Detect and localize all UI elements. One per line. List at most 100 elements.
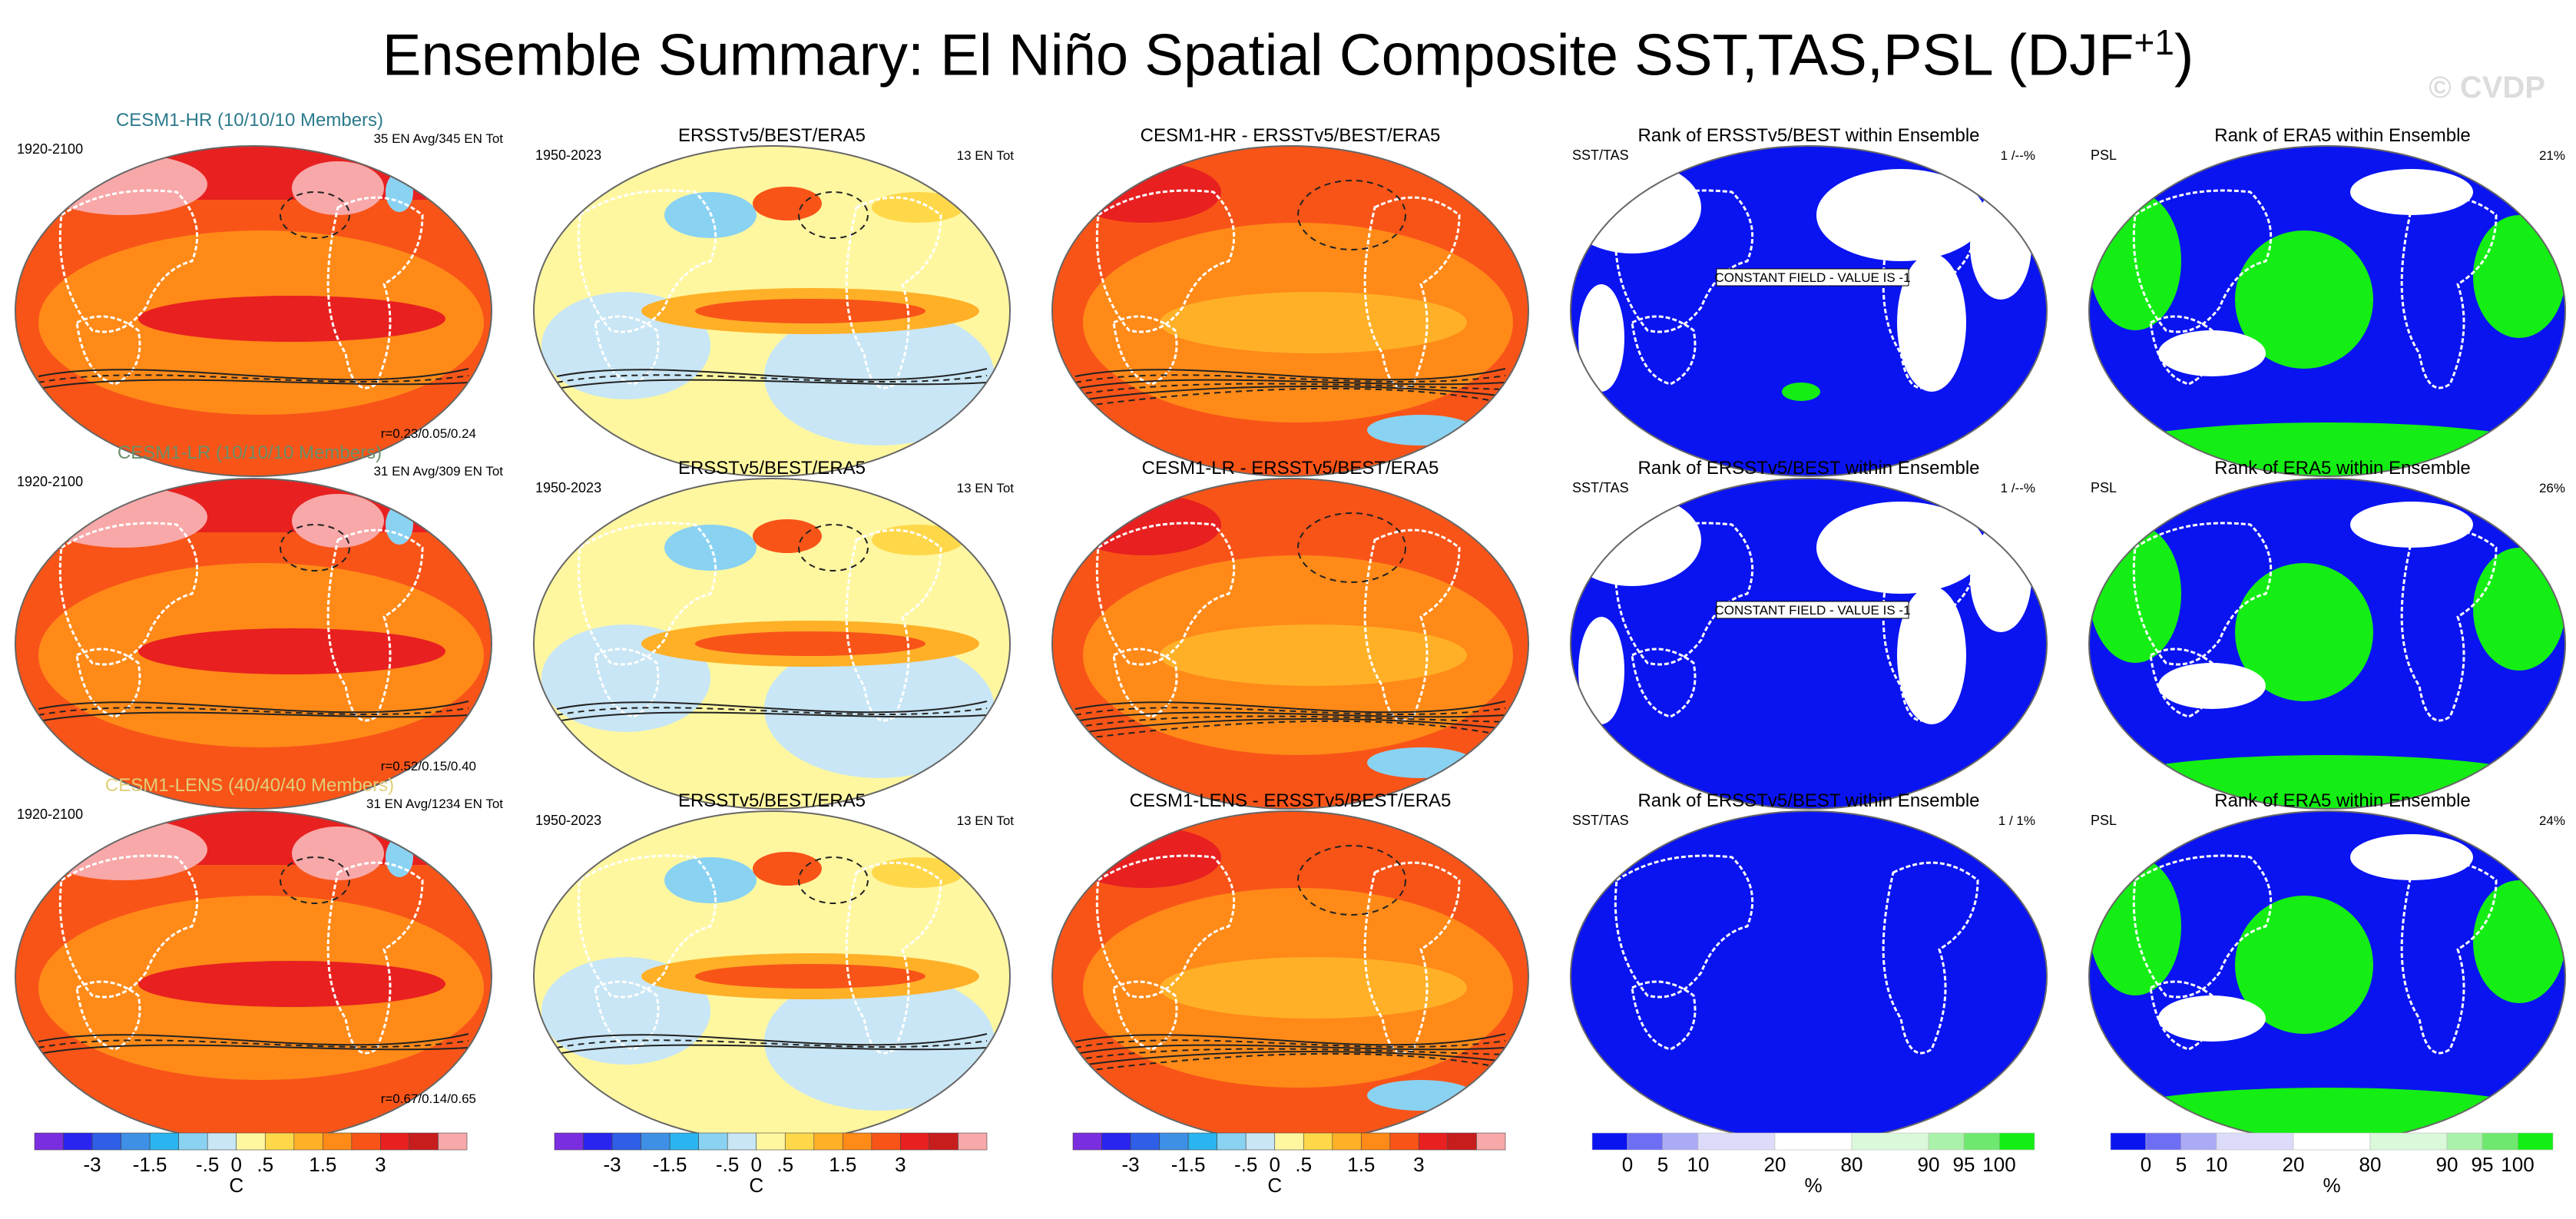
rank-psl-title: Rank of ERA5 within Ensemble — [2214, 790, 2471, 811]
colorbar-tick-label: 3 — [375, 1153, 386, 1176]
coastline — [1095, 189, 1461, 389]
psl-contour — [1074, 711, 1506, 722]
colorbar-swatch — [1130, 1132, 1160, 1151]
colorbar-swatch — [871, 1132, 901, 1151]
psl-contour — [280, 856, 350, 904]
rank-colorbar: 0 5 10 20 80 90 95 100% — [1591, 1132, 2035, 1197]
diff-cold-south — [1367, 747, 1475, 778]
obs-title: ERSSTv5/BEST/ERA5 — [678, 790, 866, 811]
psl-contour — [38, 1039, 469, 1048]
colorbar-swatch — [1998, 1132, 2035, 1151]
constant-field-note: CONSTANT FIELD - VALUE IS -1 — [1714, 270, 1910, 285]
colorbar-swatch — [727, 1132, 757, 1151]
colorbar-swatch — [1627, 1132, 1664, 1151]
colorbar-swatch — [91, 1132, 121, 1151]
constant-field-box — [1716, 601, 1909, 619]
coastline — [58, 522, 424, 722]
colorbar-swatch — [2145, 1132, 2182, 1151]
psl-contour — [556, 1044, 988, 1055]
psl-contour — [1074, 1039, 1506, 1048]
psl-contour — [556, 374, 988, 383]
colorbar-swatch — [958, 1132, 988, 1151]
psl-contour — [38, 1044, 469, 1055]
obs-event-count: 13 EN Tot — [957, 813, 1015, 828]
colorbar-swatch — [1187, 1132, 1217, 1151]
rank-psl-label: PSL — [2091, 480, 2117, 495]
rank-psl-percent: 24% — [2539, 813, 2565, 828]
colorbar-tick-label: 10 — [1687, 1153, 1710, 1176]
psl-contour — [1074, 383, 1506, 396]
colorbar-swatch — [207, 1132, 237, 1151]
model-years: 1920-2100 — [17, 474, 83, 489]
psl-contour — [1074, 720, 1506, 740]
obs-title: ERSSTv5/BEST/ERA5 — [678, 125, 866, 146]
colorbar-swatch — [149, 1132, 179, 1151]
rank-sst-map — [1571, 811, 2047, 1141]
colorbar-swatch — [929, 1132, 959, 1151]
diff-central — [1160, 624, 1467, 686]
rank-background — [1571, 811, 2047, 1141]
colorbar-tick-label: 95 — [1953, 1153, 1975, 1176]
rank-sst-label: SST/TAS — [1572, 813, 1629, 828]
rank-land-white — [1816, 502, 1985, 594]
colorbar-swatch — [1101, 1132, 1131, 1151]
colorbar-swatch — [293, 1132, 323, 1151]
colorbar-swatch — [121, 1132, 151, 1151]
rank-sst-title: Rank of ERSSTv5/BEST within Ensemble — [1637, 125, 1979, 146]
rank-land-white — [1816, 169, 1985, 261]
colorbar-swatch — [813, 1132, 843, 1151]
psl-contour — [556, 701, 988, 714]
rank-land-white — [1970, 525, 2031, 632]
colorbar-unit: % — [1804, 1174, 1822, 1197]
colorbar-swatch — [63, 1132, 93, 1151]
colorbar-tick-label: 5 — [1657, 1153, 1668, 1176]
ensemble-info: 31 EN Avg/1234 EN Tot — [366, 797, 503, 811]
rank-sst-map — [1571, 479, 2047, 809]
colorbar-tick-label: .5 — [257, 1153, 273, 1176]
colorbar-tick-label: 80 — [2359, 1153, 2382, 1176]
rank-high-region — [2473, 548, 2565, 671]
psl-contour — [1074, 1048, 1506, 1061]
rank-mid-region — [2158, 663, 2266, 709]
rank-sst-title: Rank of ERSSTv5/BEST within Ensemble — [1637, 458, 1979, 479]
psl-contour — [1074, 1052, 1506, 1073]
colorbar-swatch — [2369, 1132, 2448, 1151]
colorbar-swatch — [2216, 1132, 2294, 1151]
rank-colorbar: 0 5 10 20 80 90 95 100% — [2110, 1132, 2554, 1197]
cvdp-watermark: © CVDP — [2429, 71, 2545, 104]
colorbar-tick-label: .5 — [1295, 1153, 1312, 1176]
map-band — [15, 479, 492, 532]
rank-psl-percent: 26% — [2539, 481, 2565, 495]
colorbar-tick-label: 20 — [2283, 1153, 2305, 1176]
rank-psl-map — [2089, 811, 2565, 1141]
nino-tongue — [138, 296, 445, 342]
coastline — [1095, 854, 1461, 1055]
coastline — [2132, 522, 2498, 722]
colorbar-tick-label: -1.5 — [1171, 1153, 1206, 1176]
map-border — [1051, 145, 1529, 477]
nino-core — [695, 631, 925, 656]
obs-event-count: 13 EN Tot — [957, 148, 1015, 163]
colorbar-tick-label: .5 — [776, 1153, 793, 1176]
cold-spot — [386, 172, 413, 212]
diff-cold-south — [1367, 1080, 1475, 1111]
pattern-correlation: r=0.52/0.15/0.40 — [381, 759, 476, 773]
colorbar-swatch — [2482, 1132, 2518, 1151]
map-border — [1051, 478, 1529, 810]
colorbar-unit: % — [2323, 1174, 2340, 1197]
colorbar-tick-label: 0 — [1622, 1153, 1633, 1176]
psl-contour — [1297, 845, 1406, 916]
difference-map — [1052, 146, 1528, 476]
cool-anomaly-south — [764, 307, 995, 446]
colorbar-tick-label: 1.5 — [309, 1153, 336, 1176]
colorbar-tick-label: 1.5 — [829, 1153, 856, 1176]
colorbar-tick-label: 90 — [2436, 1153, 2458, 1176]
colorbar-swatch — [236, 1132, 266, 1151]
rank-high-region — [2235, 563, 2373, 701]
colorbar-swatch — [264, 1132, 295, 1151]
colorbar-swatch — [1332, 1132, 1362, 1151]
diff-cold-south — [1367, 415, 1475, 446]
psl-contour — [38, 368, 469, 381]
map-border — [533, 145, 1011, 477]
arctic-anomaly — [38, 486, 207, 548]
